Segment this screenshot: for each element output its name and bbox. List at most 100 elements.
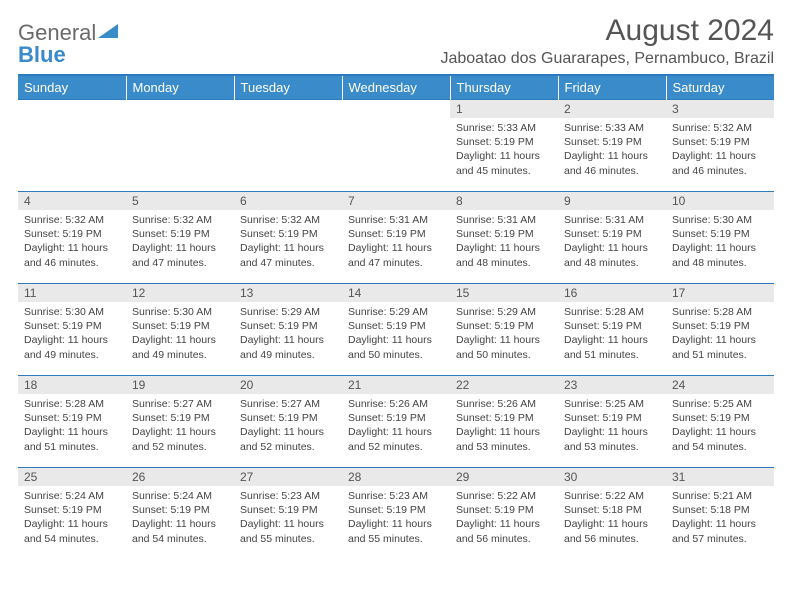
day-number: 27: [234, 468, 342, 486]
daylight-line: Daylight: 11 hours and 50 minutes.: [456, 333, 552, 361]
day-body: Sunrise: 5:29 AMSunset: 5:19 PMDaylight:…: [450, 302, 558, 374]
daylight-line: Daylight: 11 hours and 56 minutes.: [564, 517, 660, 545]
calendar-week-row: 25Sunrise: 5:24 AMSunset: 5:19 PMDayligh…: [18, 468, 774, 560]
daylight-line: Daylight: 11 hours and 52 minutes.: [240, 425, 336, 453]
daylight-line: Daylight: 11 hours and 46 minutes.: [564, 149, 660, 177]
calendar-cell: 18Sunrise: 5:28 AMSunset: 5:19 PMDayligh…: [18, 376, 126, 468]
day-number: 6: [234, 192, 342, 210]
sunset-line: Sunset: 5:19 PM: [240, 319, 336, 333]
weekday-header: Wednesday: [342, 75, 450, 100]
day-number: 17: [666, 284, 774, 302]
daylight-line: Daylight: 11 hours and 53 minutes.: [564, 425, 660, 453]
sunset-line: Sunset: 5:19 PM: [672, 319, 768, 333]
calendar-cell: 1Sunrise: 5:33 AMSunset: 5:19 PMDaylight…: [450, 100, 558, 192]
day-number: [234, 100, 342, 118]
daylight-line: Daylight: 11 hours and 57 minutes.: [672, 517, 768, 545]
day-number: 13: [234, 284, 342, 302]
calendar-cell: 24Sunrise: 5:25 AMSunset: 5:19 PMDayligh…: [666, 376, 774, 468]
daylight-line: Daylight: 11 hours and 54 minutes.: [672, 425, 768, 453]
sunrise-line: Sunrise: 5:30 AM: [672, 213, 768, 227]
sunset-line: Sunset: 5:19 PM: [564, 227, 660, 241]
sunrise-line: Sunrise: 5:23 AM: [240, 489, 336, 503]
sunrise-line: Sunrise: 5:31 AM: [348, 213, 444, 227]
daylight-line: Daylight: 11 hours and 55 minutes.: [240, 517, 336, 545]
weekday-header: Saturday: [666, 75, 774, 100]
sunset-line: Sunset: 5:19 PM: [564, 135, 660, 149]
sunrise-line: Sunrise: 5:22 AM: [564, 489, 660, 503]
daylight-line: Daylight: 11 hours and 56 minutes.: [456, 517, 552, 545]
day-body: Sunrise: 5:30 AMSunset: 5:19 PMDaylight:…: [126, 302, 234, 374]
day-number: 15: [450, 284, 558, 302]
day-number: 3: [666, 100, 774, 118]
sunset-line: Sunset: 5:18 PM: [672, 503, 768, 517]
day-number: 4: [18, 192, 126, 210]
calendar-cell: 30Sunrise: 5:22 AMSunset: 5:18 PMDayligh…: [558, 468, 666, 560]
weekday-header: Tuesday: [234, 75, 342, 100]
day-body: Sunrise: 5:25 AMSunset: 5:19 PMDaylight:…: [666, 394, 774, 466]
sunrise-line: Sunrise: 5:25 AM: [672, 397, 768, 411]
calendar-cell: 10Sunrise: 5:30 AMSunset: 5:19 PMDayligh…: [666, 192, 774, 284]
brand-line2: Blue: [18, 42, 66, 68]
day-number: 8: [450, 192, 558, 210]
calendar-week-row: 18Sunrise: 5:28 AMSunset: 5:19 PMDayligh…: [18, 376, 774, 468]
daylight-line: Daylight: 11 hours and 46 minutes.: [24, 241, 120, 269]
day-number: [342, 100, 450, 118]
sunset-line: Sunset: 5:19 PM: [456, 411, 552, 425]
sunrise-line: Sunrise: 5:27 AM: [240, 397, 336, 411]
sunrise-line: Sunrise: 5:26 AM: [456, 397, 552, 411]
day-body: [234, 118, 342, 190]
calendar-cell: 29Sunrise: 5:22 AMSunset: 5:19 PMDayligh…: [450, 468, 558, 560]
day-body: Sunrise: 5:23 AMSunset: 5:19 PMDaylight:…: [234, 486, 342, 558]
day-number: [126, 100, 234, 118]
calendar-cell: 26Sunrise: 5:24 AMSunset: 5:19 PMDayligh…: [126, 468, 234, 560]
day-body: Sunrise: 5:27 AMSunset: 5:19 PMDaylight:…: [126, 394, 234, 466]
sunset-line: Sunset: 5:19 PM: [564, 411, 660, 425]
sunset-line: Sunset: 5:19 PM: [672, 227, 768, 241]
day-body: Sunrise: 5:32 AMSunset: 5:19 PMDaylight:…: [666, 118, 774, 190]
day-body: Sunrise: 5:24 AMSunset: 5:19 PMDaylight:…: [126, 486, 234, 558]
day-body: Sunrise: 5:28 AMSunset: 5:19 PMDaylight:…: [18, 394, 126, 466]
day-number: 9: [558, 192, 666, 210]
sunrise-line: Sunrise: 5:30 AM: [132, 305, 228, 319]
day-body: Sunrise: 5:26 AMSunset: 5:19 PMDaylight:…: [342, 394, 450, 466]
sunset-line: Sunset: 5:19 PM: [348, 227, 444, 241]
calendar-cell: 12Sunrise: 5:30 AMSunset: 5:19 PMDayligh…: [126, 284, 234, 376]
day-body: Sunrise: 5:24 AMSunset: 5:19 PMDaylight:…: [18, 486, 126, 558]
day-number: 29: [450, 468, 558, 486]
daylight-line: Daylight: 11 hours and 48 minutes.: [672, 241, 768, 269]
day-body: Sunrise: 5:30 AMSunset: 5:19 PMDaylight:…: [18, 302, 126, 374]
daylight-line: Daylight: 11 hours and 53 minutes.: [456, 425, 552, 453]
daylight-line: Daylight: 11 hours and 52 minutes.: [348, 425, 444, 453]
calendar-cell: 11Sunrise: 5:30 AMSunset: 5:19 PMDayligh…: [18, 284, 126, 376]
day-number: 28: [342, 468, 450, 486]
calendar-week-row: 4Sunrise: 5:32 AMSunset: 5:19 PMDaylight…: [18, 192, 774, 284]
day-number: 26: [126, 468, 234, 486]
calendar-cell: 4Sunrise: 5:32 AMSunset: 5:19 PMDaylight…: [18, 192, 126, 284]
daylight-line: Daylight: 11 hours and 49 minutes.: [240, 333, 336, 361]
sunrise-line: Sunrise: 5:29 AM: [240, 305, 336, 319]
day-body: [342, 118, 450, 190]
calendar-cell: 15Sunrise: 5:29 AMSunset: 5:19 PMDayligh…: [450, 284, 558, 376]
daylight-line: Daylight: 11 hours and 47 minutes.: [240, 241, 336, 269]
calendar-week-row: 11Sunrise: 5:30 AMSunset: 5:19 PMDayligh…: [18, 284, 774, 376]
daylight-line: Daylight: 11 hours and 49 minutes.: [132, 333, 228, 361]
calendar-cell: 19Sunrise: 5:27 AMSunset: 5:19 PMDayligh…: [126, 376, 234, 468]
sunset-line: Sunset: 5:19 PM: [240, 503, 336, 517]
calendar-cell: [342, 100, 450, 192]
day-number: 31: [666, 468, 774, 486]
daylight-line: Daylight: 11 hours and 47 minutes.: [132, 241, 228, 269]
calendar-cell: 23Sunrise: 5:25 AMSunset: 5:19 PMDayligh…: [558, 376, 666, 468]
daylight-line: Daylight: 11 hours and 48 minutes.: [564, 241, 660, 269]
calendar-cell: 6Sunrise: 5:32 AMSunset: 5:19 PMDaylight…: [234, 192, 342, 284]
sunset-line: Sunset: 5:19 PM: [24, 411, 120, 425]
sunrise-line: Sunrise: 5:32 AM: [132, 213, 228, 227]
daylight-line: Daylight: 11 hours and 51 minutes.: [24, 425, 120, 453]
calendar-cell: 31Sunrise: 5:21 AMSunset: 5:18 PMDayligh…: [666, 468, 774, 560]
sunset-line: Sunset: 5:19 PM: [456, 319, 552, 333]
sunrise-line: Sunrise: 5:23 AM: [348, 489, 444, 503]
daylight-line: Daylight: 11 hours and 48 minutes.: [456, 241, 552, 269]
sunrise-line: Sunrise: 5:25 AM: [564, 397, 660, 411]
calendar-cell: 17Sunrise: 5:28 AMSunset: 5:19 PMDayligh…: [666, 284, 774, 376]
calendar-cell: 28Sunrise: 5:23 AMSunset: 5:19 PMDayligh…: [342, 468, 450, 560]
daylight-line: Daylight: 11 hours and 54 minutes.: [132, 517, 228, 545]
